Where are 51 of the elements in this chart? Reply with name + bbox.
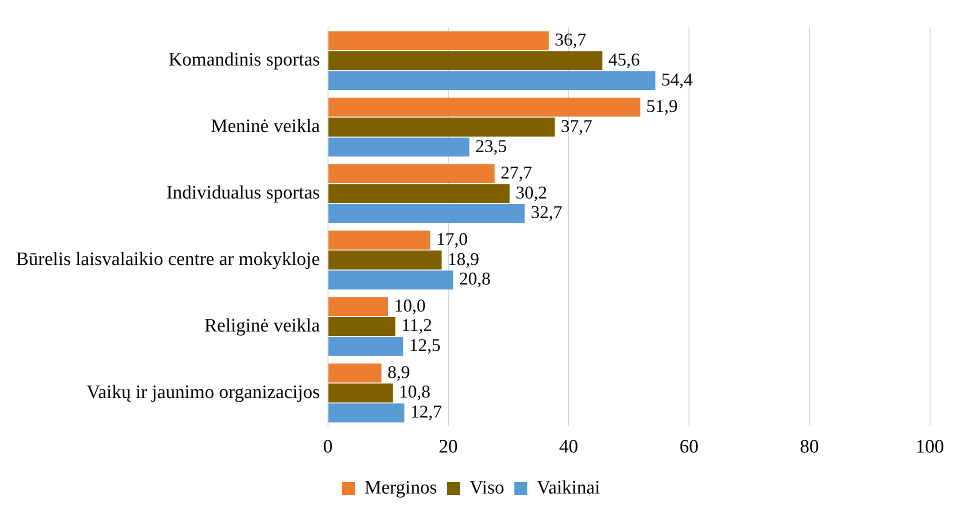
data-label: 54,4 [661, 69, 693, 90]
data-label: 36,7 [554, 29, 586, 50]
bar [328, 71, 656, 90]
x-tick-label: 60 [680, 436, 699, 458]
bar [328, 98, 640, 117]
y-tick-label: Komandinis sportas [168, 50, 320, 71]
data-label: 8,9 [387, 362, 410, 382]
bar [328, 403, 404, 422]
data-label: 10,8 [398, 382, 430, 402]
x-tick-label: 0 [323, 436, 333, 458]
bar [328, 270, 454, 290]
bar [328, 230, 430, 250]
data-label: 37,7 [560, 116, 592, 136]
bar [328, 138, 470, 157]
bar [328, 297, 388, 316]
legend-label: Merginos [364, 477, 437, 498]
x-tick-label: 100 [916, 436, 944, 458]
bar [328, 250, 442, 270]
data-label: 27,7 [500, 162, 532, 182]
bar [328, 383, 393, 402]
legend-label: Vaikinai [536, 477, 600, 498]
bar [328, 51, 602, 70]
legend-label: Viso [469, 477, 504, 498]
data-label: 51,9 [646, 96, 678, 116]
bar [328, 364, 382, 382]
x-tick-label: 80 [800, 436, 819, 458]
y-tick-label: Religinė veikla [204, 315, 320, 336]
bar [328, 118, 555, 137]
bar [328, 184, 510, 204]
data-label: 10,0 [394, 295, 426, 316]
data-label: 30,2 [516, 182, 548, 202]
data-label: 17,0 [436, 228, 468, 249]
bar [328, 164, 495, 184]
x-tick-label: 40 [559, 436, 578, 458]
bar [328, 204, 525, 223]
data-label: 18,9 [448, 248, 480, 269]
data-label: 23,5 [475, 136, 507, 156]
data-label: 45,6 [608, 49, 640, 70]
data-label: 32,7 [530, 202, 562, 222]
data-label: 11,2 [401, 315, 432, 336]
y-tick-label: Meninė veikla [210, 116, 320, 138]
x-tick-label: 20 [438, 436, 458, 458]
data-label: 12,5 [409, 335, 441, 356]
bar [328, 336, 404, 356]
y-tick-label: Individualus sportas [166, 182, 320, 204]
data-label: 12,7 [410, 402, 442, 422]
y-tick-label: Būrelis laisvalaikio centre ar mokykloje [16, 249, 320, 270]
y-tick-label: Vaikų ir jaunimo organizacijos [86, 382, 320, 403]
data-label: 20,8 [459, 268, 491, 289]
bar [328, 31, 549, 50]
bar [328, 317, 396, 336]
